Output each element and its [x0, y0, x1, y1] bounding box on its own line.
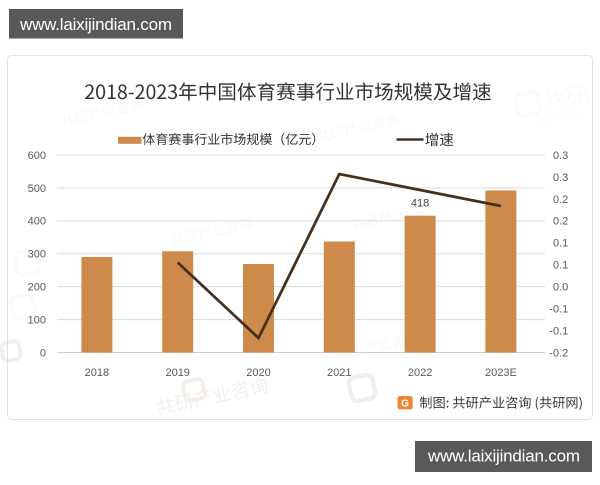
svg-text:G: G: [401, 399, 409, 410]
svg-text:2022: 2022: [408, 367, 432, 379]
svg-text:-0.2: -0.2: [549, 347, 568, 359]
svg-text:400: 400: [28, 216, 46, 228]
svg-text:0.0: 0.0: [553, 282, 568, 294]
svg-text:300: 300: [28, 249, 46, 261]
svg-text:2020: 2020: [246, 367, 270, 379]
svg-text:200: 200: [28, 282, 46, 294]
svg-text:0.2: 0.2: [553, 216, 568, 228]
svg-text:0.2: 0.2: [553, 194, 568, 206]
svg-text:-0.1: -0.1: [549, 325, 568, 337]
svg-text:-0.1: -0.1: [549, 304, 568, 316]
svg-text:0.3: 0.3: [553, 172, 568, 184]
svg-text:0.3: 0.3: [553, 150, 568, 162]
svg-text:2019: 2019: [165, 367, 189, 379]
svg-text:600: 600: [28, 150, 46, 162]
svg-text:500: 500: [28, 183, 46, 195]
svg-text:www.laixijindian.com: www.laixijindian.com: [19, 15, 172, 34]
svg-text:www.laixijindian.com: www.laixijindian.com: [427, 447, 580, 466]
svg-text:2023E: 2023E: [485, 367, 517, 379]
svg-text:0.1: 0.1: [553, 260, 568, 272]
svg-text:2021: 2021: [327, 367, 351, 379]
svg-text:418: 418: [411, 198, 429, 210]
svg-text:100: 100: [28, 314, 46, 326]
svg-text:0: 0: [40, 347, 46, 359]
svg-text:0.1: 0.1: [553, 238, 568, 250]
svg-text:2018: 2018: [85, 367, 109, 379]
